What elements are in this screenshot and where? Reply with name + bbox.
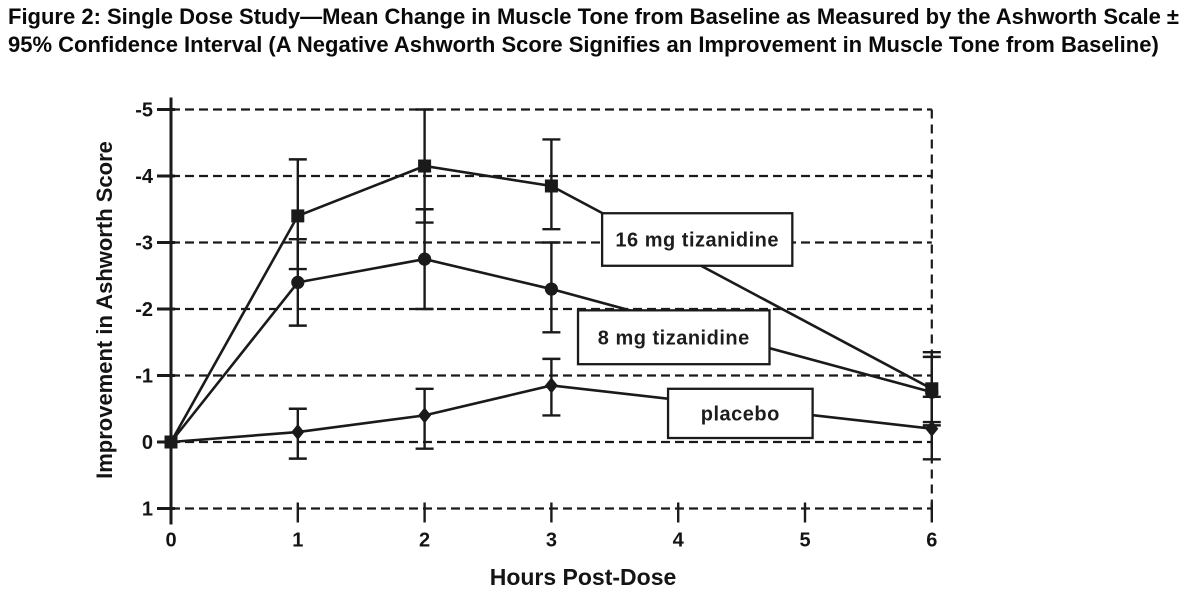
x-tick-label: 5 xyxy=(799,530,810,552)
y-tick-label: -3 xyxy=(135,233,153,255)
x-tick-label: 3 xyxy=(546,530,557,552)
x-tick-label: 6 xyxy=(926,530,937,552)
x-tick-label: 0 xyxy=(165,530,176,552)
marker-diamond-icon xyxy=(925,420,939,437)
marker-square-icon xyxy=(544,179,558,193)
marker-diamond-icon xyxy=(291,424,305,441)
y-tick-label: 1 xyxy=(142,499,153,521)
series-label: 8 mg tizanidine xyxy=(598,327,750,349)
marker-square-icon xyxy=(164,435,178,449)
y-tick-label: -4 xyxy=(135,166,154,188)
marker-diamond-icon xyxy=(544,377,558,394)
series-label-box xyxy=(576,309,771,366)
marker-square-icon xyxy=(925,382,939,396)
y-tick-label: 0 xyxy=(142,432,153,454)
x-axis-title: Hours Post-Dose xyxy=(490,564,677,590)
y-tick-label: -1 xyxy=(135,366,153,388)
marker-square-icon xyxy=(418,159,432,173)
y-tick-label: -5 xyxy=(135,100,153,122)
series-label: 16 mg tizanidine xyxy=(615,230,779,252)
marker-circle-icon xyxy=(418,252,432,266)
figure-title: Figure 2: Single Dose Study—Mean Change … xyxy=(8,4,1179,57)
x-tick-label: 4 xyxy=(673,530,685,552)
y-axis-title: Improvement in Ashworth Score xyxy=(92,141,117,479)
marker-diamond-icon xyxy=(418,407,432,424)
marker-circle-icon xyxy=(291,275,305,289)
marker-square-icon xyxy=(291,209,305,223)
x-tick-label: 1 xyxy=(292,530,303,552)
series-label: placebo xyxy=(701,403,780,425)
x-tick-label: 2 xyxy=(419,530,430,552)
series-label-box xyxy=(666,387,814,440)
marker-circle-icon xyxy=(544,282,559,296)
y-tick-label: -2 xyxy=(135,299,153,321)
series-label-box xyxy=(600,212,794,267)
